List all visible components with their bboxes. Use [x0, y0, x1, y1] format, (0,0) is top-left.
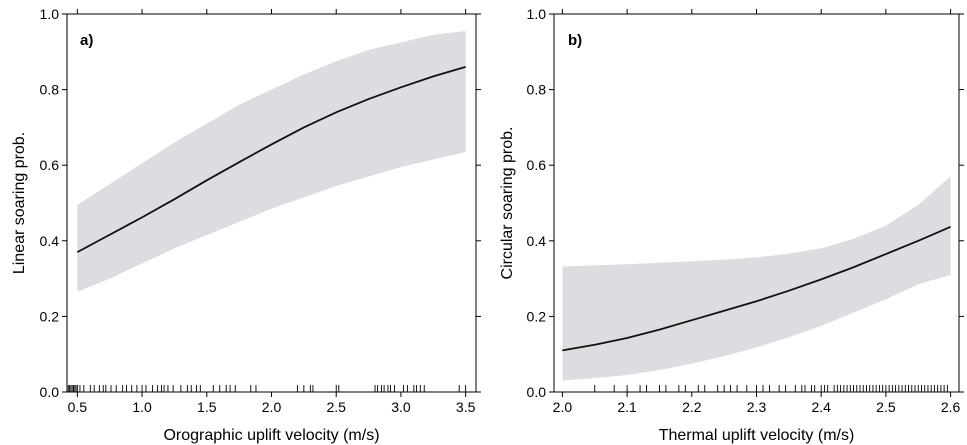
- fitted-line-b: [562, 225, 951, 352]
- panel-a: 0.5 1.0 1.5 2.0 2.5 3.0 3.5 0.0 0.2 0.4 0.6 0.8 1.0…: [11, 6, 481, 444]
- x-tick-label-a-5: 3.0: [391, 399, 411, 415]
- y-axis-title-a: Linear soaring prob.: [11, 132, 28, 274]
- x-tick-label-a-0: 0.5: [68, 399, 88, 415]
- x-ticks-a: 0.5 1.0 1.5 2.0 2.5 3.0 3.5: [68, 9, 476, 415]
- x-axis-title-b: Thermal uplift velocity (m/s): [659, 427, 855, 444]
- rug-marks-b: [594, 385, 948, 392]
- confidence-band-a: [77, 31, 466, 292]
- x-tick-label-b-1: 2.1: [617, 399, 637, 415]
- rug-marks-a: [67, 385, 467, 392]
- y-tick-label-b-1: 0.2: [527, 308, 547, 324]
- x-tick-label-a-4: 2.5: [326, 399, 346, 415]
- x-tick-label-b-3: 2.3: [747, 399, 767, 415]
- fitted-line-a: [76, 66, 466, 253]
- y-tick-label-a-4: 0.8: [40, 82, 60, 98]
- y-tick-label-a-3: 0.6: [40, 157, 60, 173]
- x-tick-label-b-4: 2.4: [811, 399, 831, 415]
- x-tick-label-a-3: 2.0: [262, 399, 282, 415]
- x-tick-label-b-5: 2.5: [876, 399, 896, 415]
- y-tick-label-a-1: 0.2: [40, 308, 60, 324]
- x-ticks-b: 2.0 2.1 2.2 2.3 2.4 2.5 2.6: [553, 9, 961, 415]
- y-tick-label-b-3: 0.6: [527, 157, 547, 173]
- y-ticks-b: 0.0 0.2 0.4 0.6 0.8 1.0: [527, 6, 964, 400]
- y-tick-label-a-0: 0.0: [40, 384, 60, 400]
- y-tick-label-b-0: 0.0: [527, 384, 547, 400]
- y-tick-label-b-2: 0.4: [527, 233, 547, 249]
- panel-label-b: b): [568, 32, 582, 49]
- x-tick-label-b-6: 2.6: [941, 399, 961, 415]
- y-tick-label-a-2: 0.4: [40, 233, 60, 249]
- confidence-band-b: [562, 176, 951, 381]
- panel-b: 2.0 2.1 2.2 2.3 2.4 2.5 2.6 0.0 0.2 0.4 0.6 0.8 1.0…: [499, 6, 964, 444]
- x-tick-label-a-6: 3.5: [456, 399, 476, 415]
- y-ticks-a: 0.0 0.2 0.4 0.6 0.8 1.0: [40, 6, 481, 400]
- x-tick-label-b-2: 2.2: [682, 399, 702, 415]
- y-tick-label-b-4: 0.8: [527, 82, 547, 98]
- y-axis-title-b: Circular soaring prob.: [499, 127, 516, 280]
- y-tick-label-a-5: 1.0: [40, 6, 60, 22]
- x-tick-label-a-1: 1.0: [132, 399, 152, 415]
- x-tick-label-b-0: 2.0: [553, 399, 573, 415]
- x-tick-label-a-2: 1.5: [197, 399, 217, 415]
- y-tick-label-b-5: 1.0: [527, 6, 547, 22]
- x-axis-title-a: Orographic uplift velocity (m/s): [163, 427, 379, 444]
- panel-label-a: a): [80, 32, 93, 49]
